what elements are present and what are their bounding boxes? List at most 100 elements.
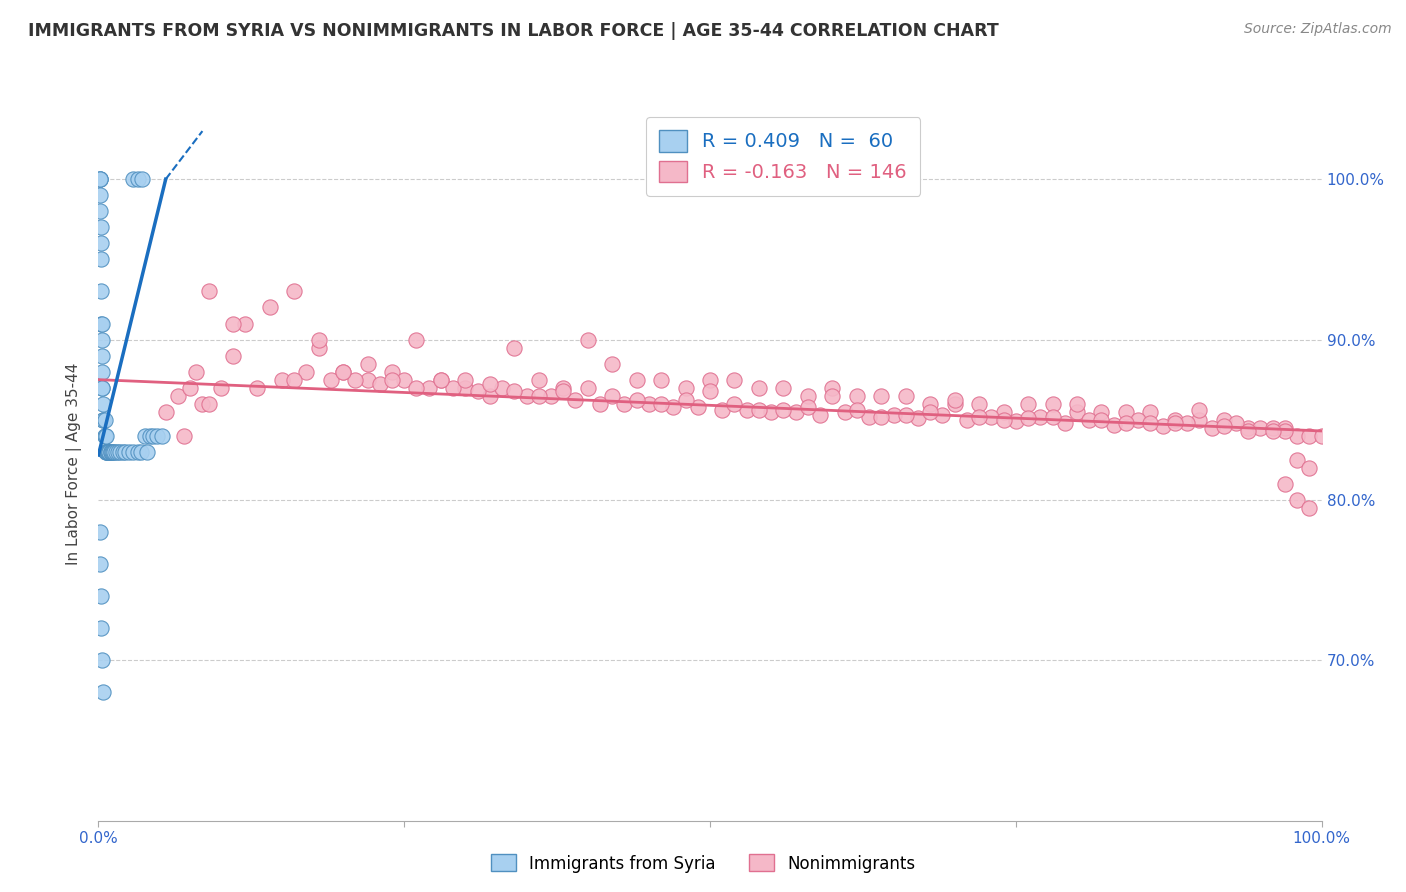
Point	[392, 373, 416, 387]
Point	[1017, 411, 1039, 425]
Point	[150, 429, 173, 443]
Point	[699, 384, 721, 398]
Point	[90, 285, 112, 299]
Point	[131, 172, 153, 186]
Point	[576, 381, 599, 395]
Point	[931, 408, 953, 422]
Point	[675, 381, 697, 395]
Point	[993, 405, 1015, 419]
Point	[1139, 416, 1161, 430]
Point	[845, 403, 868, 417]
Point	[553, 384, 575, 398]
Point	[1164, 413, 1187, 427]
Point	[90, 236, 112, 251]
Point	[1225, 416, 1247, 430]
Point	[527, 389, 550, 403]
Point	[441, 381, 464, 395]
Point	[1078, 413, 1101, 427]
Point	[626, 393, 648, 408]
Point	[1188, 413, 1211, 427]
Point	[93, 429, 115, 443]
Point	[89, 204, 111, 219]
Point	[943, 393, 966, 408]
Point	[356, 357, 378, 371]
Point	[761, 405, 783, 419]
Point	[91, 349, 114, 363]
Point	[104, 445, 127, 459]
Point	[114, 445, 136, 459]
Point	[101, 445, 124, 459]
Point	[675, 393, 697, 408]
Point	[111, 445, 134, 459]
Point	[97, 445, 120, 459]
Point	[118, 445, 141, 459]
Point	[870, 389, 893, 403]
Point	[626, 373, 648, 387]
Point	[1274, 476, 1296, 491]
Point	[179, 381, 201, 395]
Point	[1053, 416, 1076, 430]
Point	[89, 172, 111, 186]
Point	[1188, 403, 1211, 417]
Point	[808, 408, 831, 422]
Point	[98, 445, 121, 459]
Point	[1090, 405, 1112, 419]
Point	[1102, 417, 1125, 432]
Point	[503, 384, 526, 398]
Point	[1249, 421, 1271, 435]
Point	[699, 373, 721, 387]
Point	[650, 373, 672, 387]
Point	[650, 397, 672, 411]
Point	[907, 411, 929, 425]
Point	[1042, 409, 1064, 424]
Point	[283, 373, 305, 387]
Point	[1201, 421, 1223, 435]
Point	[894, 389, 917, 403]
Point	[98, 445, 121, 459]
Point	[1042, 397, 1064, 411]
Point	[191, 397, 214, 411]
Point	[308, 333, 330, 347]
Point	[478, 377, 501, 392]
Point	[920, 397, 942, 411]
Point	[1298, 429, 1320, 443]
Point	[430, 373, 453, 387]
Point	[564, 393, 586, 408]
Point	[100, 445, 122, 459]
Point	[270, 373, 294, 387]
Point	[96, 445, 118, 459]
Point	[723, 397, 745, 411]
Point	[1261, 424, 1284, 438]
Text: IMMIGRANTS FROM SYRIA VS NONIMMIGRANTS IN LABOR FORCE | AGE 35-44 CORRELATION CH: IMMIGRANTS FROM SYRIA VS NONIMMIGRANTS I…	[28, 22, 998, 40]
Point	[1128, 413, 1150, 427]
Point	[91, 413, 114, 427]
Point	[662, 400, 685, 414]
Point	[1139, 405, 1161, 419]
Point	[91, 333, 114, 347]
Point	[1017, 397, 1039, 411]
Point	[233, 317, 256, 331]
Point	[89, 188, 111, 202]
Point	[1274, 421, 1296, 435]
Point	[129, 445, 152, 459]
Point	[1090, 413, 1112, 427]
Point	[134, 429, 156, 443]
Point	[772, 403, 794, 417]
Point	[405, 333, 427, 347]
Point	[797, 400, 820, 414]
Point	[589, 397, 612, 411]
Point	[1066, 405, 1088, 419]
Point	[197, 285, 219, 299]
Point	[100, 445, 122, 459]
Legend: Immigrants from Syria, Nonimmigrants: Immigrants from Syria, Nonimmigrants	[484, 847, 922, 880]
Point	[1212, 419, 1234, 434]
Point	[91, 381, 114, 395]
Point	[94, 445, 117, 459]
Point	[121, 445, 143, 459]
Point	[454, 373, 477, 387]
Point	[97, 445, 120, 459]
Point	[368, 377, 391, 392]
Point	[90, 317, 112, 331]
Point	[576, 333, 599, 347]
Point	[834, 405, 856, 419]
